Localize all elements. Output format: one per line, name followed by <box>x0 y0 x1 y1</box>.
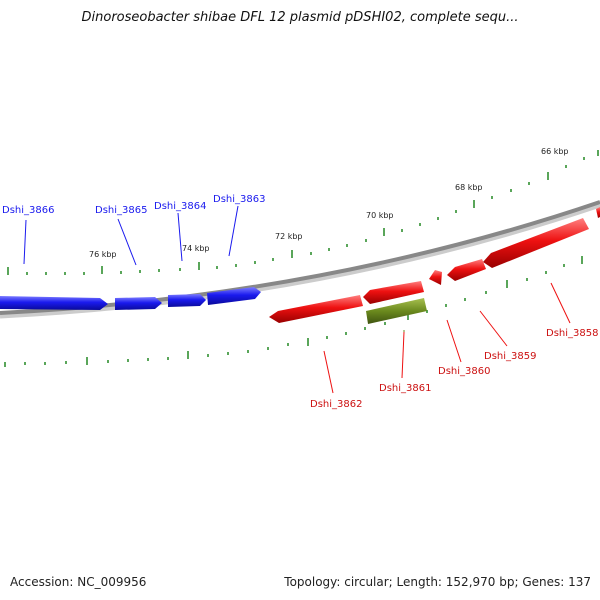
kbp-label: 68 kbp <box>455 183 483 192</box>
topology-text: Topology: circular; Length: 152,970 bp; … <box>284 575 591 589</box>
backbone-shadow <box>0 202 600 319</box>
kbp-label: 72 kbp <box>275 232 303 241</box>
gene-arrow-dshi-3861[interactable] <box>366 298 427 324</box>
gene-label-dshi-3862[interactable]: Dshi_3862 <box>310 399 362 410</box>
gene-arrow-dshi-3865[interactable] <box>115 297 162 310</box>
kbp-label: 70 kbp <box>366 211 394 220</box>
gene-label-dshi-3859[interactable]: Dshi_3859 <box>484 351 536 362</box>
outer-tick-ring <box>7 150 599 275</box>
map-title: Dinoroseobacter shibae DFL 12 plasmid pD… <box>81 10 519 25</box>
gene-label-dshi-3865[interactable]: Dshi_3865 <box>95 205 147 216</box>
gene-arrow-dshi-3859[interactable] <box>447 259 486 281</box>
gene-label-dshi-3866[interactable]: Dshi_3866 <box>2 205 54 216</box>
kbp-label: 74 kbp <box>182 244 210 253</box>
kbp-label: 66 kbp <box>541 147 569 156</box>
gene-arrow-dshi-3861b[interactable] <box>363 281 424 304</box>
gene-arrow-dshi-3863[interactable] <box>207 287 261 305</box>
gene-arrow-dshi-3858[interactable] <box>483 218 589 268</box>
gene-label-dshi-3863[interactable]: Dshi_3863 <box>213 194 265 205</box>
gene-arrow-edge[interactable] <box>596 207 600 218</box>
gene-label-dshi-3861[interactable]: Dshi_3861 <box>379 383 431 394</box>
gene-arrow-dshi-3862[interactable] <box>269 295 363 323</box>
reverse-genes <box>269 207 600 323</box>
forward-genes <box>0 287 261 310</box>
reverse-label-leaders <box>323 282 571 394</box>
accession-text: Accession: NC_009956 <box>10 575 147 589</box>
gene-label-dshi-3858[interactable]: Dshi_3858 <box>546 328 598 339</box>
gene-label-dshi-3860[interactable]: Dshi_3860 <box>438 366 490 377</box>
forward-label-leaders <box>23 205 239 266</box>
gene-label-dshi-3864[interactable]: Dshi_3864 <box>154 201 206 212</box>
inner-tick-ring <box>4 256 583 367</box>
gene-arrow-dshi-3860[interactable] <box>429 270 442 285</box>
gene-arrow-dshi-3864[interactable] <box>168 294 206 307</box>
kbp-label: 76 kbp <box>89 250 117 259</box>
gene-arrow-dshi-3866[interactable] <box>0 296 108 310</box>
